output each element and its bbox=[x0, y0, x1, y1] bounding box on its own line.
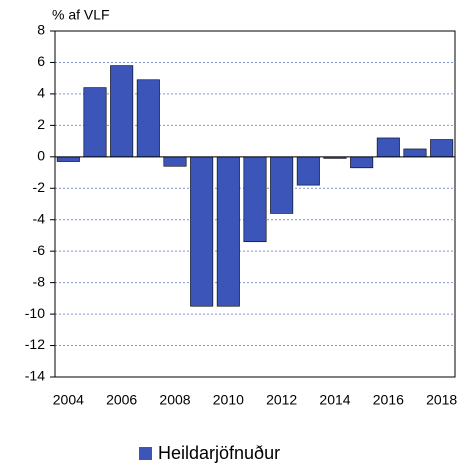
plot-frame bbox=[54, 30, 456, 378]
legend-swatch bbox=[139, 447, 152, 460]
y-tick-label: -14 bbox=[25, 368, 45, 384]
x-tick-label: 2018 bbox=[426, 392, 457, 408]
y-tick-label: -6 bbox=[33, 242, 46, 258]
y-tick-label: 8 bbox=[37, 22, 45, 38]
legend-label: Heildarjöfnuður bbox=[158, 443, 280, 463]
x-tick-label: 2016 bbox=[373, 392, 404, 408]
x-tick-label: 2008 bbox=[159, 392, 190, 408]
bar bbox=[216, 156, 240, 307]
y-tick-label: -10 bbox=[25, 305, 45, 321]
bar bbox=[243, 156, 267, 243]
y-tick-label: -12 bbox=[25, 336, 45, 352]
y-tick-label: 2 bbox=[37, 116, 45, 132]
bar bbox=[163, 156, 187, 167]
bar bbox=[190, 156, 214, 307]
y-tick-label: 4 bbox=[37, 85, 45, 101]
bar bbox=[56, 156, 80, 162]
bar bbox=[270, 156, 294, 214]
x-tick-label: 2014 bbox=[319, 392, 350, 408]
x-tick-label: 2004 bbox=[53, 392, 84, 408]
y-tick-label: -4 bbox=[33, 210, 46, 226]
bar bbox=[110, 65, 134, 158]
bar bbox=[403, 148, 427, 158]
y-axis-label: % af VLF bbox=[52, 7, 110, 23]
x-tick-label: 2010 bbox=[213, 392, 244, 408]
x-tick-label: 2012 bbox=[266, 392, 297, 408]
bar bbox=[376, 137, 400, 158]
y-tick-label: -2 bbox=[33, 179, 46, 195]
y-tick-label: -8 bbox=[33, 273, 46, 289]
y-tick-label: 6 bbox=[37, 53, 45, 69]
bar bbox=[83, 87, 107, 158]
bar bbox=[350, 156, 374, 169]
bar bbox=[296, 156, 320, 186]
y-tick-label: 0 bbox=[37, 148, 45, 164]
bar bbox=[430, 139, 454, 158]
bar bbox=[136, 79, 160, 158]
x-tick-label: 2006 bbox=[106, 392, 137, 408]
